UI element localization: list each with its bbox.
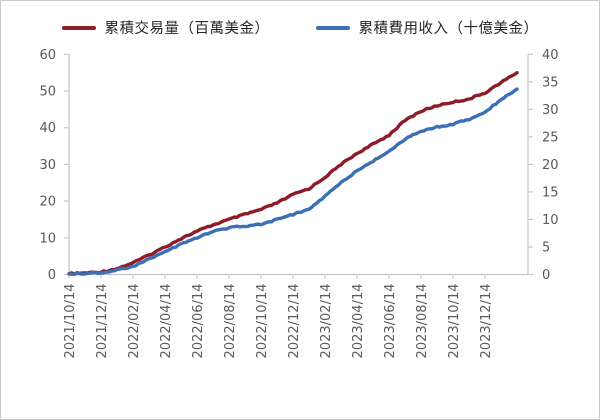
right-axis-tick-label: 30: [542, 103, 559, 118]
x-axis-tick-label: 2022/02/14: [127, 284, 142, 359]
right-axis-tick-label: 25: [542, 130, 559, 145]
x-axis-tick-label: 2023/06/14: [383, 284, 398, 359]
left-axis-tick-label: 30: [39, 158, 56, 173]
right-axis-tick-label: 0: [542, 268, 550, 283]
legend-swatch-revenue-icon: [315, 25, 350, 30]
legend-label-volume: 累積交易量（百萬美金）: [104, 21, 270, 37]
x-axis-tick-label: 2022/10/14: [255, 284, 270, 359]
legend-swatch-volume-icon: [61, 25, 96, 30]
chart-legend: 累積交易量（百萬美金） 累積費用收入（十億美金）: [1, 17, 599, 38]
left-axis-tick-label: 40: [39, 121, 56, 136]
x-axis-tick-label: 2023/10/14: [447, 284, 462, 359]
x-axis-tick-label: 2023/04/14: [351, 284, 366, 359]
x-axis-tick-label: 2022/12/14: [287, 284, 302, 359]
left-axis-tick-label: 50: [39, 85, 56, 100]
left-axis-tick-label: 0: [48, 268, 56, 283]
right-axis-tick-label: 15: [542, 185, 559, 200]
right-axis-tick-label: 40: [542, 48, 559, 63]
x-axis-tick-label: 2022/08/14: [223, 284, 238, 359]
right-axis-tick-label: 5: [542, 240, 550, 255]
x-axis-tick-label: 2023/02/14: [319, 284, 334, 359]
x-axis-tick-label: 2023/12/14: [479, 284, 494, 359]
right-axis-tick-label: 20: [542, 158, 559, 173]
series-line-volume: [67, 71, 519, 276]
x-axis-tick-label: 2021/12/14: [95, 284, 110, 359]
right-axis-tick-label: 10: [542, 213, 559, 228]
series-line-revenue: [67, 87, 519, 277]
legend-item-revenue: 累積費用收入（十億美金）: [315, 17, 539, 38]
x-axis-tick-label: 2022/04/14: [159, 284, 174, 359]
legend-label-revenue: 累積費用收入（十億美金）: [358, 21, 539, 37]
left-axis-tick-label: 20: [39, 195, 56, 210]
x-axis-tick-label: 2022/06/14: [191, 284, 206, 359]
right-axis-tick-label: 35: [542, 75, 559, 90]
x-axis-tick-label: 2021/10/14: [63, 284, 78, 359]
left-axis-tick-label: 60: [39, 48, 56, 63]
x-axis-tick-label: 2023/08/14: [415, 284, 430, 359]
left-axis-tick-label: 10: [39, 231, 56, 246]
legend-item-volume: 累積交易量（百萬美金）: [61, 17, 270, 38]
